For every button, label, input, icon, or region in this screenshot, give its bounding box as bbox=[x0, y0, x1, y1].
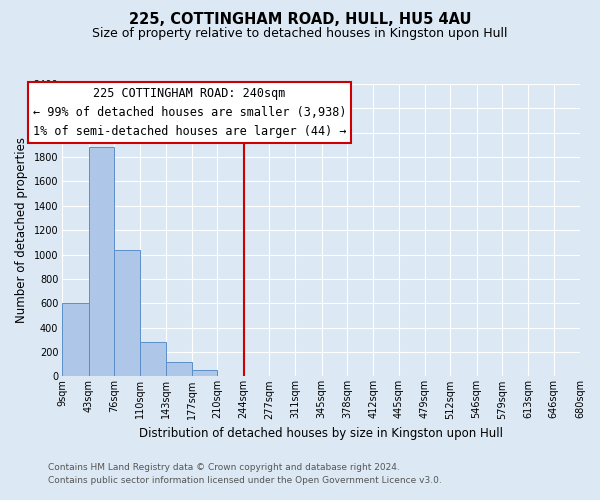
Bar bbox=[114, 250, 140, 376]
Text: Size of property relative to detached houses in Kingston upon Hull: Size of property relative to detached ho… bbox=[92, 28, 508, 40]
Bar bbox=[89, 148, 114, 376]
Bar bbox=[62, 304, 89, 376]
Text: 225 COTTINGHAM ROAD: 240sqm
← 99% of detached houses are smaller (3,938)
1% of s: 225 COTTINGHAM ROAD: 240sqm ← 99% of det… bbox=[32, 87, 346, 138]
Text: Contains public sector information licensed under the Open Government Licence v3: Contains public sector information licen… bbox=[48, 476, 442, 485]
Bar bbox=[166, 362, 192, 376]
Text: 225, COTTINGHAM ROAD, HULL, HU5 4AU: 225, COTTINGHAM ROAD, HULL, HU5 4AU bbox=[129, 12, 471, 28]
X-axis label: Distribution of detached houses by size in Kingston upon Hull: Distribution of detached houses by size … bbox=[139, 427, 503, 440]
Y-axis label: Number of detached properties: Number of detached properties bbox=[15, 137, 28, 323]
Bar bbox=[192, 370, 217, 376]
Bar bbox=[140, 342, 166, 376]
Text: Contains HM Land Registry data © Crown copyright and database right 2024.: Contains HM Land Registry data © Crown c… bbox=[48, 464, 400, 472]
